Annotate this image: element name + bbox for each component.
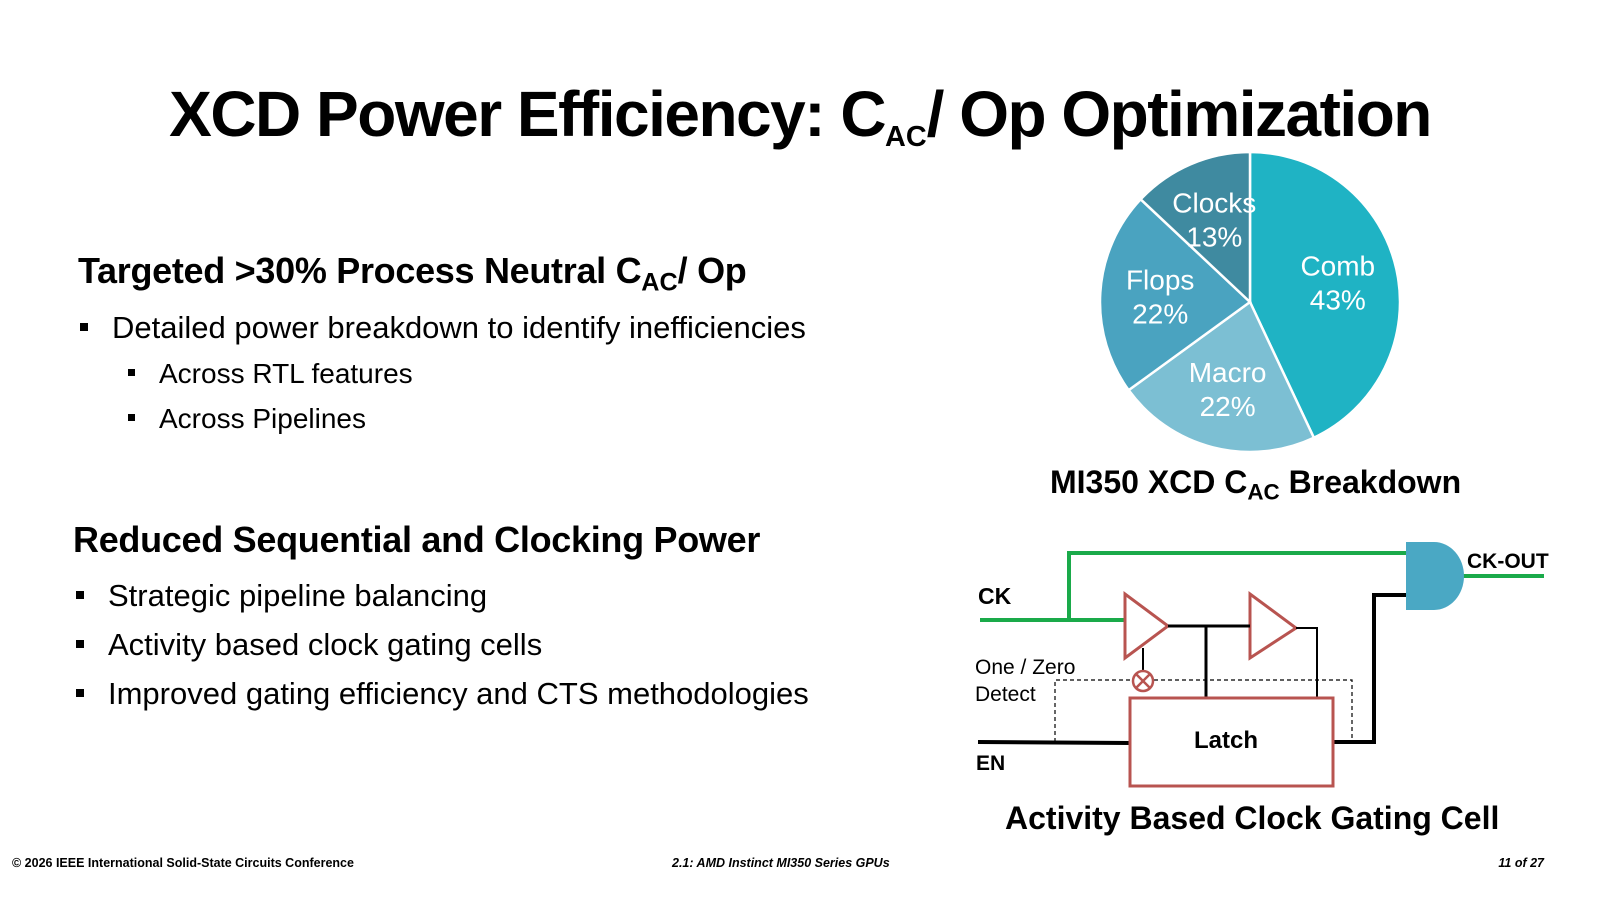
bullet-text: Detailed power breakdown to identify ine… [112,310,806,345]
detect-label-line2: Detect [975,683,1036,706]
section1-heading-tail: / Op [677,250,747,291]
bullet-square-icon [76,639,84,648]
bullet-text: Strategic pipeline balancing [108,578,488,613]
section1-subbullet: Across Pipelines [128,403,366,435]
section1-bullet: Detailed power breakdown to identify ine… [80,310,806,346]
chart-title-tail: Breakdown [1279,464,1462,500]
bullet-square-icon [76,590,84,599]
title-tail: / Op Optimization [926,78,1433,150]
section2-bullet: Strategic pipeline balancing [76,578,487,614]
latch-out-wire [1333,593,1410,744]
clock-gating-circuit: CK CK-OUT EN One / Zero Detect Latch [975,542,1549,788]
bullet-text: Activity based clock gating cells [108,627,543,662]
pie-value-comb: 43% [1310,284,1366,315]
chart-title-subscript: AC [1247,479,1280,505]
slide-title: XCD Power Efficiency: CAC/ Op Optimizati… [0,74,1600,177]
title-subscript: AC [885,121,927,154]
ck-out-label: CK-OUT [1467,550,1549,573]
detect-xor-icon [1131,669,1155,693]
detect-dashed-path [1054,679,1353,742]
section1-heading-subscript: AC [641,268,678,297]
pie-label-comb: Comb [1300,250,1375,281]
pie-label-macro: Macro [1189,357,1267,388]
ck-bypass-wire [1067,551,1410,620]
pie-slice-comb [1248,150,1402,440]
bullet-square-icon [128,369,135,377]
chart-title-main: MI350 XCD C [1050,464,1248,500]
bullet-text: Improved gating efficiency and CTS metho… [108,676,809,711]
bullet-text: Across Pipelines [159,403,366,434]
footer-page-number: 11 of 27 [1498,856,1544,870]
pie-value-clocks: 13% [1186,221,1242,252]
bullet-square-icon [80,322,88,331]
pie-chart-title: MI350 XCD CAC Breakdown [1050,464,1461,506]
section1-heading-main: Targeted >30% Process Neutral C [78,250,642,291]
circuit-caption: Activity Based Clock Gating Cell [1005,800,1500,836]
pie-value-macro: 22% [1200,391,1256,422]
pie-slice-macro [1126,300,1316,454]
section2-heading: Reduced Sequential and Clocking Power [73,519,761,560]
latch-label: Latch [1194,727,1258,754]
section2-bullet: Activity based clock gating cells [76,627,542,663]
buffer2-out-wire [1296,627,1318,698]
buffer-2 [1248,591,1299,661]
section2-bullet: Improved gating efficiency and CTS metho… [76,676,809,712]
section1-subbullet: Across RTL features [128,358,413,390]
footer-copyright: © 2026 IEEE International Solid-State Ci… [12,856,354,870]
pie-label-flops: Flops [1126,264,1194,295]
buffer-1 [1123,591,1171,661]
latch-block [1128,696,1335,788]
detect-label-line1: One / Zero [975,656,1075,679]
section1-heading: Targeted >30% Process Neutral CAC/ Op [78,250,747,298]
bullet-square-icon [76,688,84,697]
pie-value-flops: 22% [1132,298,1188,329]
footer-talk-title: 2.1: AMD Instinct MI350 Series GPUs [672,856,890,870]
en-input-wire [977,740,1131,745]
en-label: EN [976,752,1005,775]
pie-label-clocks: Clocks [1172,187,1256,218]
and-gate [1406,542,1464,610]
title-main: XCD Power Efficiency: C [169,78,886,150]
bullet-text: Across RTL features [159,358,413,389]
bullet-square-icon [128,414,135,422]
pie-slice-clocks [1138,150,1252,305]
pie-slice-flops [1098,197,1252,392]
ck-label: CK [978,583,1012,609]
